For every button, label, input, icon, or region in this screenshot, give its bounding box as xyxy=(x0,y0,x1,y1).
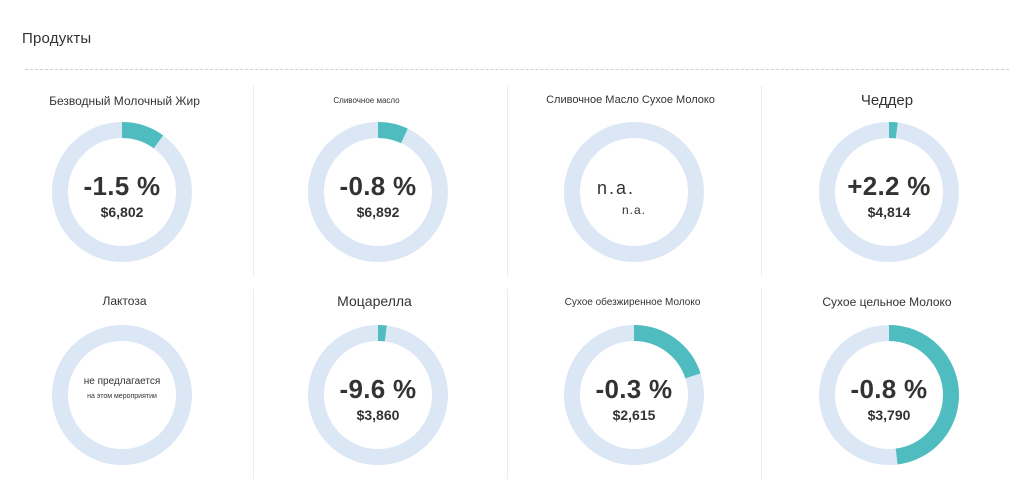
change-percent: -0.3 % xyxy=(595,374,673,404)
price-value: $3,790 xyxy=(867,407,911,423)
product-title: Сухое обезжиренное Молоко xyxy=(564,297,701,308)
donut-fill-arc xyxy=(52,122,192,262)
donut-svg xyxy=(564,122,704,262)
change-percent: +2.2 % xyxy=(847,171,931,201)
price-value: $3,860 xyxy=(356,407,400,423)
product-title: Сливочное Масло Сухое Молоко xyxy=(546,94,715,106)
page-title: Продукты xyxy=(22,30,92,47)
donut-chart: -1.5 % $6,802 xyxy=(52,122,192,262)
product-title: Лактоза xyxy=(102,294,147,308)
product-card-cheddar[interactable]: Чеддер +2.2 % $4,814 xyxy=(762,86,1016,276)
price-value: $6,892 xyxy=(356,204,400,220)
product-card-butter[interactable]: Сливочное масло -0.8 % $6,892 xyxy=(254,86,508,276)
product-card-skim-milk-powder[interactable]: Сухое обезжиренное Молоко -0.3 % $2,615 xyxy=(508,289,762,479)
donut-svg xyxy=(52,122,192,262)
change-percent: -9.6 % xyxy=(339,374,417,404)
donut-chart: не предлагается на этом мероприятии xyxy=(52,325,192,465)
product-title: Безводный Молочный Жир xyxy=(49,94,200,108)
change-percent: -1.5 % xyxy=(83,171,161,201)
not-available-sublabel: n.a. xyxy=(621,203,646,217)
change-percent: -0.8 % xyxy=(339,171,417,201)
donut-chart: n.a. n.a. xyxy=(564,122,704,262)
donut-fill-arc xyxy=(819,122,959,262)
product-title: Сливочное масло xyxy=(333,96,400,105)
donut-fill-arc xyxy=(308,122,448,262)
product-title: Моцарелла xyxy=(337,293,412,309)
not-available-label: n.a. xyxy=(596,178,636,198)
donut-fill-arc xyxy=(308,325,448,465)
not-offered-sublabel: на этом мероприятии xyxy=(87,393,157,400)
product-card-mozzarella[interactable]: Моцарелла -9.6 % $3,860 xyxy=(254,289,508,479)
donut-track xyxy=(52,325,192,465)
donut-chart: -9.6 % $3,860 xyxy=(308,325,448,465)
donut-chart: -0.3 % $2,615 xyxy=(564,325,704,465)
donut-fill-arc xyxy=(819,325,959,465)
donut-chart: -0.8 % $3,790 xyxy=(819,325,959,465)
donut-svg xyxy=(819,122,959,262)
product-title: Чеддер xyxy=(860,92,914,109)
not-offered-label: не предлагается xyxy=(83,376,161,387)
price-value: $2,615 xyxy=(612,407,656,423)
product-card-whole-milk-powder[interactable]: Сухое цельное Молоко -0.8 % $3,790 xyxy=(762,289,1016,479)
change-percent: -0.8 % xyxy=(850,374,928,404)
donut-svg xyxy=(819,325,959,465)
product-card-anhydrous-milk-fat[interactable]: Безводный Молочный Жир -1.5 % $6,802 xyxy=(0,86,254,276)
donut-svg xyxy=(564,325,704,465)
product-card-lactose[interactable]: Лактоза не предлагается на этом мероприя… xyxy=(0,289,254,479)
donut-svg xyxy=(308,325,448,465)
donut-svg xyxy=(308,122,448,262)
product-card-butter-milk-powder[interactable]: Сливочное Масло Сухое Молоко n.a. n.a. xyxy=(508,86,762,276)
divider xyxy=(25,69,1009,70)
donut-chart: -0.8 % $6,892 xyxy=(308,122,448,262)
product-title: Сухое цельное Молоко xyxy=(822,295,952,309)
price-value: $6,802 xyxy=(100,204,144,220)
price-value: $4,814 xyxy=(867,204,911,220)
donut-svg xyxy=(52,325,192,465)
donut-fill-arc xyxy=(564,325,704,465)
donut-track xyxy=(564,122,704,262)
donut-chart: +2.2 % $4,814 xyxy=(819,122,959,262)
